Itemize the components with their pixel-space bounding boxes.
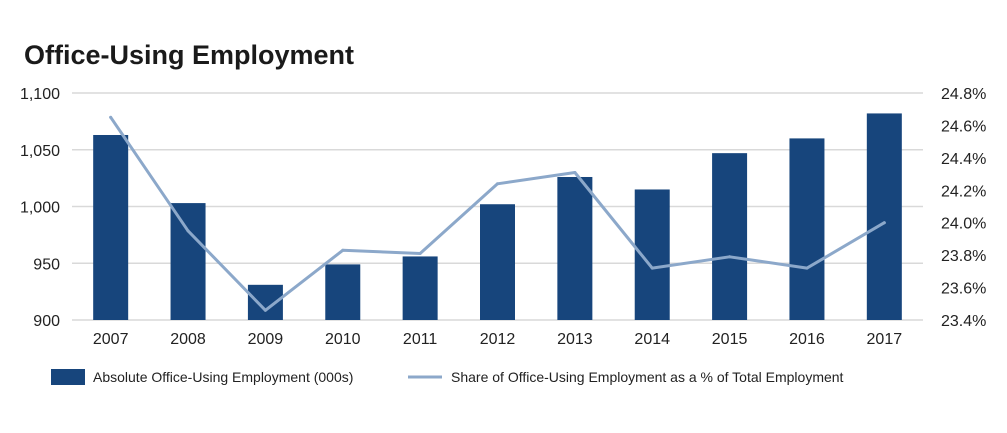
line-point bbox=[109, 115, 113, 119]
left-tick-label: 900 bbox=[33, 313, 60, 330]
line-point bbox=[650, 266, 654, 270]
right-tick-label: 23.4% bbox=[941, 313, 986, 330]
left-tick-label: 950 bbox=[33, 256, 60, 273]
x-tick-label: 2010 bbox=[325, 331, 361, 348]
legend: Absolute Office-Using Employment (000s) S… bbox=[51, 369, 844, 385]
right-tick-label: 24.8% bbox=[941, 86, 986, 103]
bar bbox=[480, 204, 515, 320]
legend-line-label: Share of Office-Using Employment as a % … bbox=[451, 369, 844, 385]
right-tick-label: 23.8% bbox=[941, 248, 986, 265]
bar bbox=[712, 153, 748, 320]
left-tick-label: 1,050 bbox=[20, 143, 60, 160]
line-point bbox=[186, 229, 190, 233]
bar-series bbox=[93, 113, 902, 321]
right-tick-label: 24.2% bbox=[941, 183, 986, 200]
x-tick-label: 2008 bbox=[170, 331, 206, 348]
bar bbox=[789, 138, 825, 320]
line-series bbox=[109, 115, 886, 312]
bar bbox=[325, 264, 361, 320]
x-tick-label: 2014 bbox=[634, 331, 670, 348]
right-tick-label: 24.4% bbox=[941, 151, 986, 168]
x-axis: 2007 2008 2009 2010 2011 2012 2013 2014 2015 2016… bbox=[93, 331, 902, 348]
x-tick-label: 2017 bbox=[867, 331, 903, 348]
line-point bbox=[496, 182, 499, 186]
line-point bbox=[882, 221, 886, 225]
bar bbox=[866, 113, 902, 321]
line-point bbox=[805, 266, 809, 270]
x-tick-label: 2007 bbox=[93, 331, 129, 348]
x-tick-label: 2016 bbox=[789, 331, 825, 348]
line-point bbox=[341, 248, 345, 252]
bar bbox=[170, 203, 206, 320]
left-tick-label: 1,100 bbox=[20, 86, 60, 103]
left-axis: 900 950 1,000 1,050 1,100 bbox=[20, 86, 60, 330]
x-tick-label: 2011 bbox=[403, 331, 438, 348]
left-tick-label: 1,000 bbox=[20, 200, 60, 217]
right-axis: 23.4% 23.6% 23.8% 24.0% 24.2% 24.4% 24.6% 24.8% bbox=[941, 86, 986, 330]
right-tick-label: 23.6% bbox=[941, 281, 986, 298]
x-tick-label: 2009 bbox=[248, 331, 284, 348]
legend-bar-label: Absolute Office-Using Employment (000s) bbox=[93, 369, 353, 385]
line-point bbox=[263, 308, 267, 312]
bar bbox=[402, 256, 438, 320]
x-tick-label: 2015 bbox=[712, 331, 748, 348]
right-tick-label: 24.0% bbox=[941, 216, 986, 233]
line-point bbox=[418, 252, 422, 256]
right-tick-label: 24.6% bbox=[941, 118, 986, 135]
line-point bbox=[573, 170, 577, 174]
bar bbox=[557, 176, 593, 320]
line-point bbox=[728, 255, 732, 259]
x-tick-label: 2012 bbox=[480, 331, 516, 348]
x-tick-label: 2013 bbox=[557, 331, 593, 348]
legend-bar-swatch bbox=[51, 369, 85, 385]
bar bbox=[93, 134, 129, 320]
chart-title: Office-Using Employment bbox=[24, 40, 355, 70]
